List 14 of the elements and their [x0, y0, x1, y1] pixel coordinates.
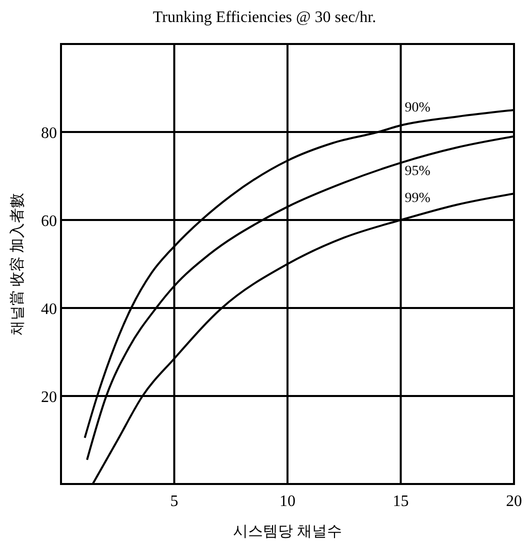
x-tick-label: 10: [280, 493, 296, 510]
x-tick-label: 20: [506, 493, 522, 510]
y-tick-label: 20: [41, 389, 57, 406]
series-label: 90%: [404, 100, 431, 116]
series-label: 99%: [404, 191, 431, 206]
series-label: 95%: [404, 164, 431, 179]
y-tick-label: 40: [41, 301, 57, 318]
x-tick-label: 15: [392, 493, 409, 510]
x-tick-label: 5: [170, 493, 178, 510]
chart-title: Trunking Efficiencies @ 30 sec/hr.: [152, 9, 376, 26]
y-axis-title: 채널當 收容 加入者數: [9, 192, 26, 336]
x-axis-title: 시스템당 채널수: [233, 524, 342, 540]
y-tick-label: 80: [41, 125, 57, 142]
y-tick-label: 60: [41, 213, 57, 230]
